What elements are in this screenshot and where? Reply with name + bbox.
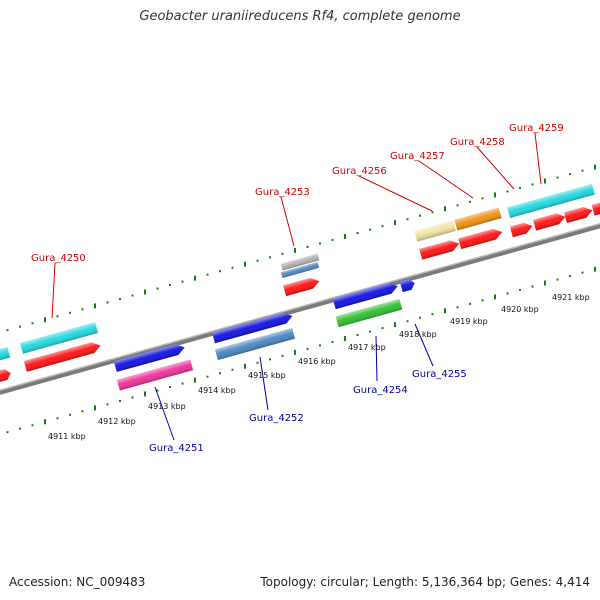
kbp-label: 4913 kbp bbox=[148, 402, 186, 411]
gene-label-gura-4253: Gura_4253 bbox=[255, 187, 310, 198]
kbp-label: 4921 kbp bbox=[552, 293, 590, 302]
gene-red-left-edge bbox=[0, 369, 11, 383]
gene-gura-4252-steel bbox=[214, 328, 296, 360]
gene-gura-4253-gray bbox=[280, 253, 320, 271]
kbp-label: 4911 kbp bbox=[48, 432, 86, 441]
leader-gura-4257 bbox=[418, 160, 474, 199]
gene-gura-4253-red bbox=[283, 278, 320, 297]
leader-gura-4256 bbox=[358, 175, 433, 212]
gene-red-4257 bbox=[458, 228, 503, 250]
gene-gura-4257-orange bbox=[454, 207, 502, 231]
gene-red-4259 bbox=[564, 207, 593, 224]
leader-gura-4253 bbox=[280, 196, 295, 247]
gene-gura-4254-green bbox=[335, 298, 403, 328]
leader-gura-4258 bbox=[476, 146, 515, 190]
topology-text: Topology: circular; Length: 5,136,364 bp… bbox=[260, 575, 590, 589]
genome-backbone bbox=[0, 223, 600, 395]
gene-khaki bbox=[414, 220, 456, 242]
gene-gura-4255-blue bbox=[399, 279, 415, 293]
kbp-label: 4914 kbp bbox=[198, 386, 236, 395]
kbp-labels: 4911 kbp 4912 kbp 4913 kbp 4914 kbp 4915… bbox=[48, 293, 590, 441]
gene-red-4258a bbox=[509, 222, 533, 238]
kbp-label: 4917 kbp bbox=[348, 343, 386, 352]
top-gene-labels: Gura_4250 Gura_4253 Gura_4256 Gura_4257 … bbox=[31, 123, 564, 264]
map-title: Geobacter uraniireducens Rf4, complete g… bbox=[139, 9, 461, 24]
gene-label-gura-4251: Gura_4251 bbox=[149, 443, 204, 454]
leader-gura-4255 bbox=[414, 323, 434, 367]
kbp-label: 4915 kbp bbox=[248, 371, 286, 380]
gene-red-right-edge bbox=[591, 202, 600, 216]
gene-label-gura-4257: Gura_4257 bbox=[390, 151, 445, 162]
gene-label-gura-4250: Gura_4250 bbox=[31, 253, 86, 264]
leader-gura-4250 bbox=[51, 262, 56, 319]
genome-backbone-highlight bbox=[0, 222, 600, 392]
gene-gura-4251-magenta bbox=[116, 359, 194, 391]
leader-gura-4254 bbox=[375, 335, 378, 382]
gene-gura-4252-blue bbox=[212, 312, 293, 344]
top-tick-rail bbox=[6, 164, 596, 332]
gene-label-gura-4252: Gura_4252 bbox=[249, 413, 304, 424]
gene-cyan-left-edge bbox=[0, 346, 11, 362]
gene-label-gura-4255: Gura_4255 bbox=[412, 369, 467, 380]
kbp-label: 4912 kbp bbox=[98, 417, 136, 426]
gene-label-gura-4254: Gura_4254 bbox=[353, 385, 408, 396]
kbp-label: 4918 kbp bbox=[399, 330, 437, 339]
gene-gura-4254-blue bbox=[332, 283, 398, 310]
gene-label-gura-4259: Gura_4259 bbox=[509, 123, 564, 134]
gene-red-4258b bbox=[533, 213, 566, 231]
gene-label-gura-4256: Gura_4256 bbox=[332, 166, 387, 177]
gene-gura-4250-red bbox=[23, 342, 101, 372]
leader-lines bbox=[51, 132, 542, 441]
leader-gura-4251 bbox=[154, 386, 175, 441]
gene-gura-4253-steel bbox=[280, 262, 320, 278]
kbp-label: 4920 kbp bbox=[501, 305, 539, 314]
leader-gura-4259 bbox=[534, 132, 542, 185]
gene-gura-4251-blue bbox=[113, 344, 185, 372]
gene-gura-4250-cyan bbox=[19, 322, 99, 354]
gene-gura-4258-cyan bbox=[507, 183, 595, 219]
gene-red-4256 bbox=[419, 240, 460, 260]
accession-text: Accession: NC_009483 bbox=[9, 575, 146, 589]
kbp-label: 4919 kbp bbox=[450, 317, 488, 326]
bottom-tick-rail bbox=[6, 266, 596, 434]
kbp-label: 4916 kbp bbox=[298, 357, 336, 366]
gene-blocks bbox=[0, 183, 600, 391]
gene-label-gura-4258: Gura_4258 bbox=[450, 137, 505, 148]
leader-gura-4252 bbox=[259, 356, 269, 411]
bottom-gene-labels: Gura_4251 Gura_4252 Gura_4254 Gura_4255 bbox=[149, 369, 467, 454]
